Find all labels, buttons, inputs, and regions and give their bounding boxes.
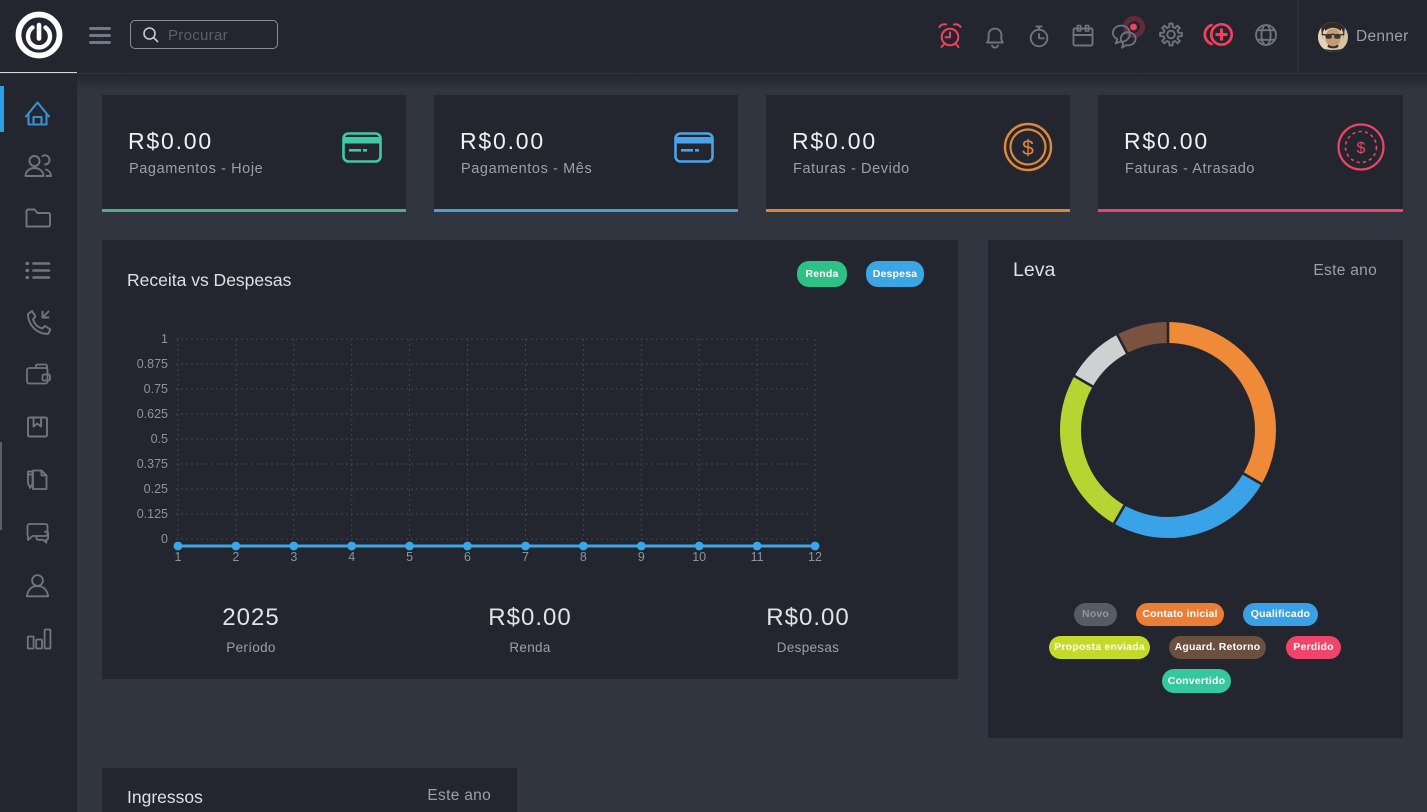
svg-text:0.5: 0.5: [151, 432, 168, 446]
svg-text:1: 1: [161, 332, 168, 346]
svg-text:10: 10: [692, 550, 706, 564]
svg-text:0.125: 0.125: [137, 507, 168, 521]
svg-text:0.25: 0.25: [144, 482, 168, 496]
svg-text:9: 9: [638, 550, 645, 564]
svg-text:$: $: [1022, 137, 1034, 160]
svg-text:0.875: 0.875: [137, 357, 168, 371]
svg-text:0.75: 0.75: [144, 382, 168, 396]
svg-text:1: 1: [175, 550, 182, 564]
svg-text:0.625: 0.625: [137, 407, 168, 421]
svg-text:0.375: 0.375: [137, 457, 168, 471]
svg-text:2: 2: [232, 550, 239, 564]
svg-text:$: $: [1357, 140, 1366, 157]
svg-text:4: 4: [348, 550, 355, 564]
svg-text:6: 6: [464, 550, 471, 564]
svg-text:11: 11: [751, 550, 764, 564]
svg-text:8: 8: [580, 550, 587, 564]
svg-text:0: 0: [161, 532, 168, 546]
svg-text:7: 7: [522, 550, 529, 564]
svg-text:12: 12: [808, 550, 822, 564]
svg-text:5: 5: [406, 550, 413, 564]
svg-text:3: 3: [290, 550, 297, 564]
